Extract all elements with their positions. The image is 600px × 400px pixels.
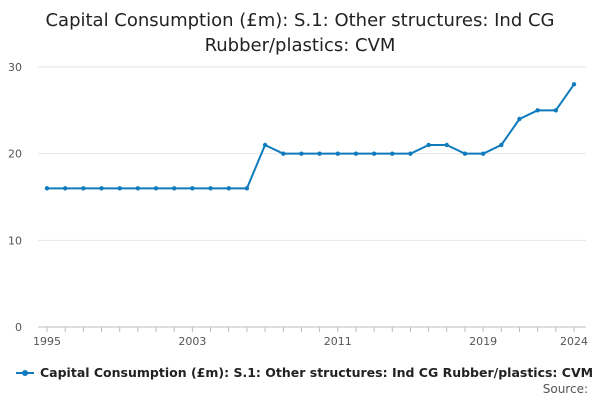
data-point[interactable] [81,186,86,191]
x-tick-label: 2011 [324,335,352,348]
x-tick-label: 2019 [469,335,497,348]
data-point[interactable] [390,151,395,156]
data-point[interactable] [99,186,104,191]
data-point[interactable] [190,186,195,191]
data-point[interactable] [535,108,540,113]
data-point[interactable] [353,151,359,156]
data-point[interactable] [408,151,413,156]
data-point[interactable] [517,116,522,122]
data-point[interactable] [480,151,486,156]
source-label: Source: [542,382,588,396]
data-point[interactable] [553,108,559,113]
data-point[interactable] [208,186,213,191]
data-point[interactable] [153,186,159,191]
data-point[interactable] [226,186,231,191]
data-point[interactable] [299,151,304,156]
x-axis: 1995 2003 2011 2019 2024 [33,327,588,348]
legend-swatch-icon [16,368,34,378]
data-series [44,82,577,191]
x-tick-label: 2024 [560,335,588,348]
data-point[interactable] [444,142,449,148]
gridlines [38,66,586,328]
chart-title: Capital Consumption (£m): S.1: Other str… [0,8,600,58]
chart-title-line-1: Capital Consumption (£m): S.1: Other str… [45,10,555,31]
data-point[interactable] [244,186,250,191]
data-point[interactable] [371,151,377,156]
legend-label: Capital Consumption (£m): S.1: Other str… [40,365,594,380]
data-point[interactable] [117,186,122,191]
chart-title-line-2: Rubber/plastics: CVM [204,35,396,56]
data-point[interactable] [44,186,50,191]
series-line [47,83,575,190]
data-point[interactable] [571,82,577,87]
y-tick-label: 30 [8,61,22,74]
data-point[interactable] [172,186,177,191]
data-point[interactable] [462,151,468,156]
data-point[interactable] [317,151,322,156]
legend: Capital Consumption (£m): S.1: Other str… [16,365,593,380]
data-point[interactable] [335,151,340,156]
x-tick-label: 1995 [33,335,61,348]
y-tick-label: 10 [8,234,22,247]
data-point[interactable] [426,142,431,148]
data-point[interactable] [499,142,504,148]
y-axis: 0 10 20 30 [8,61,22,334]
y-tick-label: 20 [8,148,22,161]
data-point[interactable] [135,186,141,191]
x-tick-label: 2003 [178,335,206,348]
data-point[interactable] [281,151,286,156]
data-point[interactable] [262,142,268,148]
data-point[interactable] [62,186,68,191]
y-tick-label: 0 [15,321,22,334]
